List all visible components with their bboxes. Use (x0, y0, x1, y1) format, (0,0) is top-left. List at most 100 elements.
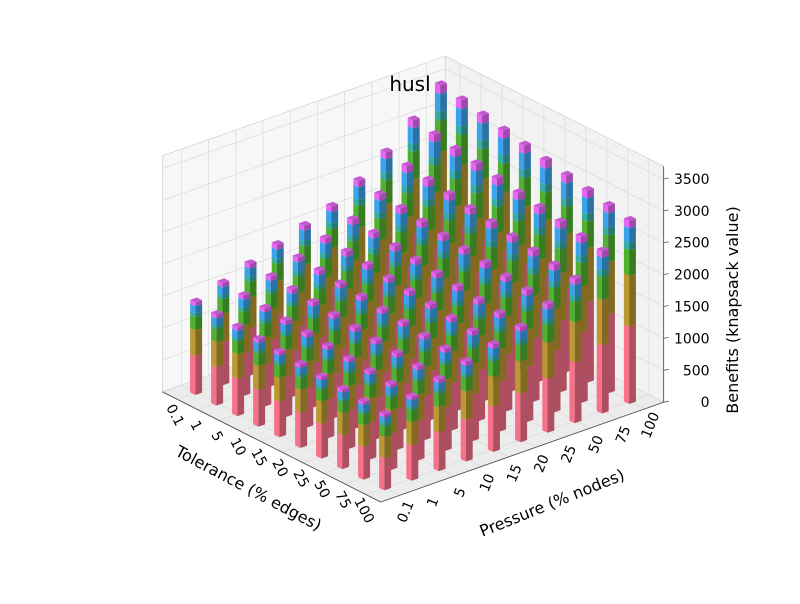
bar-segment-front (422, 184, 428, 201)
bar-segment-front (515, 343, 521, 362)
bar-segment-side (348, 408, 356, 449)
bar-segment-side (306, 346, 314, 363)
bar-segment-side (279, 399, 287, 438)
bar-segment-side (258, 337, 266, 344)
bar-segment-front (470, 183, 476, 194)
bar-segment-front (358, 402, 364, 412)
bar-segment-front (340, 264, 347, 273)
bar-segment-front (602, 210, 609, 229)
bar-segment-side (243, 309, 251, 326)
bar-segment-side (352, 239, 360, 262)
bar-segment-front (316, 377, 322, 387)
bar-segment-front (337, 433, 343, 470)
bar-segment-side (285, 330, 293, 337)
bar-segment-front (334, 281, 340, 289)
bar-segment-side (222, 340, 230, 386)
bar-segment-front (403, 294, 410, 307)
bar-segment-side (354, 356, 362, 387)
bar-segment-side (499, 330, 507, 350)
bar-segment-side (363, 399, 371, 406)
bar-segment-side (249, 279, 257, 298)
bar-segment-front (286, 287, 292, 295)
bar-segment-front (232, 351, 238, 379)
bar-segment-side (511, 281, 519, 327)
bar-segment-front (370, 350, 376, 357)
bar-segment-side (388, 281, 395, 294)
bar-segment-side (520, 338, 528, 346)
bar-segment-side (352, 259, 360, 300)
bar-segment-front (374, 210, 380, 220)
bar-segment-front (487, 342, 494, 350)
bar-segment-side (427, 205, 435, 232)
bar-segment-side (222, 311, 230, 343)
bar-segment-front (623, 218, 630, 229)
bar-segment-side (538, 233, 546, 260)
bar-segment-side (331, 209, 339, 224)
bar-segment-front (349, 341, 355, 359)
bar-segment-side (285, 374, 293, 418)
bar-segment-front (286, 300, 292, 307)
bar-segment-side (454, 170, 462, 180)
bar-segment-side (375, 368, 383, 399)
bar-segment-front (295, 372, 301, 379)
bar-segment-side (249, 295, 257, 329)
bar-segment-side (285, 347, 293, 377)
bar-segment-side (469, 232, 477, 258)
bar-segment-side (325, 257, 332, 278)
bar-segment-front (217, 280, 223, 288)
bar-segment-side (417, 368, 425, 379)
bar-segment-side (559, 271, 567, 321)
bar-segment-side (300, 365, 308, 375)
bar-segment-front (494, 316, 500, 329)
x-tick-label: 25 (289, 467, 311, 490)
bar-segment-side (306, 386, 314, 428)
bar-segment-side (195, 300, 203, 307)
bar-segment-side (270, 287, 278, 295)
bar-segment-side (258, 387, 266, 427)
bar-segment-side (406, 215, 414, 267)
bar-segment-front (349, 325, 355, 333)
bar-top (455, 95, 468, 101)
bar-top (406, 392, 419, 398)
bar-segment-front (487, 359, 494, 377)
x-grid-line (365, 158, 650, 495)
bar-segment-front (322, 354, 328, 362)
bar-segment-side (379, 198, 387, 214)
bar-top (337, 384, 350, 390)
y-tick-label: 1 (424, 495, 442, 509)
bar-segment-side (629, 273, 636, 328)
bar-segment-side (384, 415, 392, 424)
bar-segment-side (451, 320, 458, 332)
z-tick-label: 1000 (674, 331, 710, 347)
bar-segment-side (499, 316, 507, 329)
bar-segment-side (526, 364, 534, 423)
z-tick-label: 500 (683, 363, 710, 379)
z-tick-mark (663, 177, 669, 180)
bar-segment-front (280, 334, 286, 351)
bar-segment-front (515, 359, 521, 395)
bar-segment-side (430, 321, 437, 340)
bar-segment-side (354, 326, 362, 333)
bar-segment-side (482, 121, 489, 142)
bar-segment-side (306, 335, 314, 346)
z-tick-mark (663, 337, 669, 339)
bar-segment-front (569, 294, 575, 303)
bar-segment-side (490, 245, 498, 271)
bar-segment-front (460, 417, 466, 462)
bar-segment-side (327, 355, 335, 362)
x-tick-label: 100 (350, 495, 377, 526)
bar-segment-front (406, 404, 412, 411)
bar-segment-side (493, 404, 500, 452)
bar-segment-front (623, 240, 630, 251)
bar-segment-side (505, 274, 513, 283)
bar-segment-front (466, 328, 473, 336)
bar-segment-front (406, 407, 412, 423)
bar-segment-front (370, 342, 376, 353)
bar-top (506, 232, 519, 238)
bar-segment-front (548, 280, 554, 289)
bar-segment-front (458, 247, 464, 256)
bar-segment-side (285, 334, 293, 351)
bar-segment-front (497, 153, 504, 165)
bar-segment-front (542, 340, 548, 379)
bar-segment-side (216, 327, 224, 343)
